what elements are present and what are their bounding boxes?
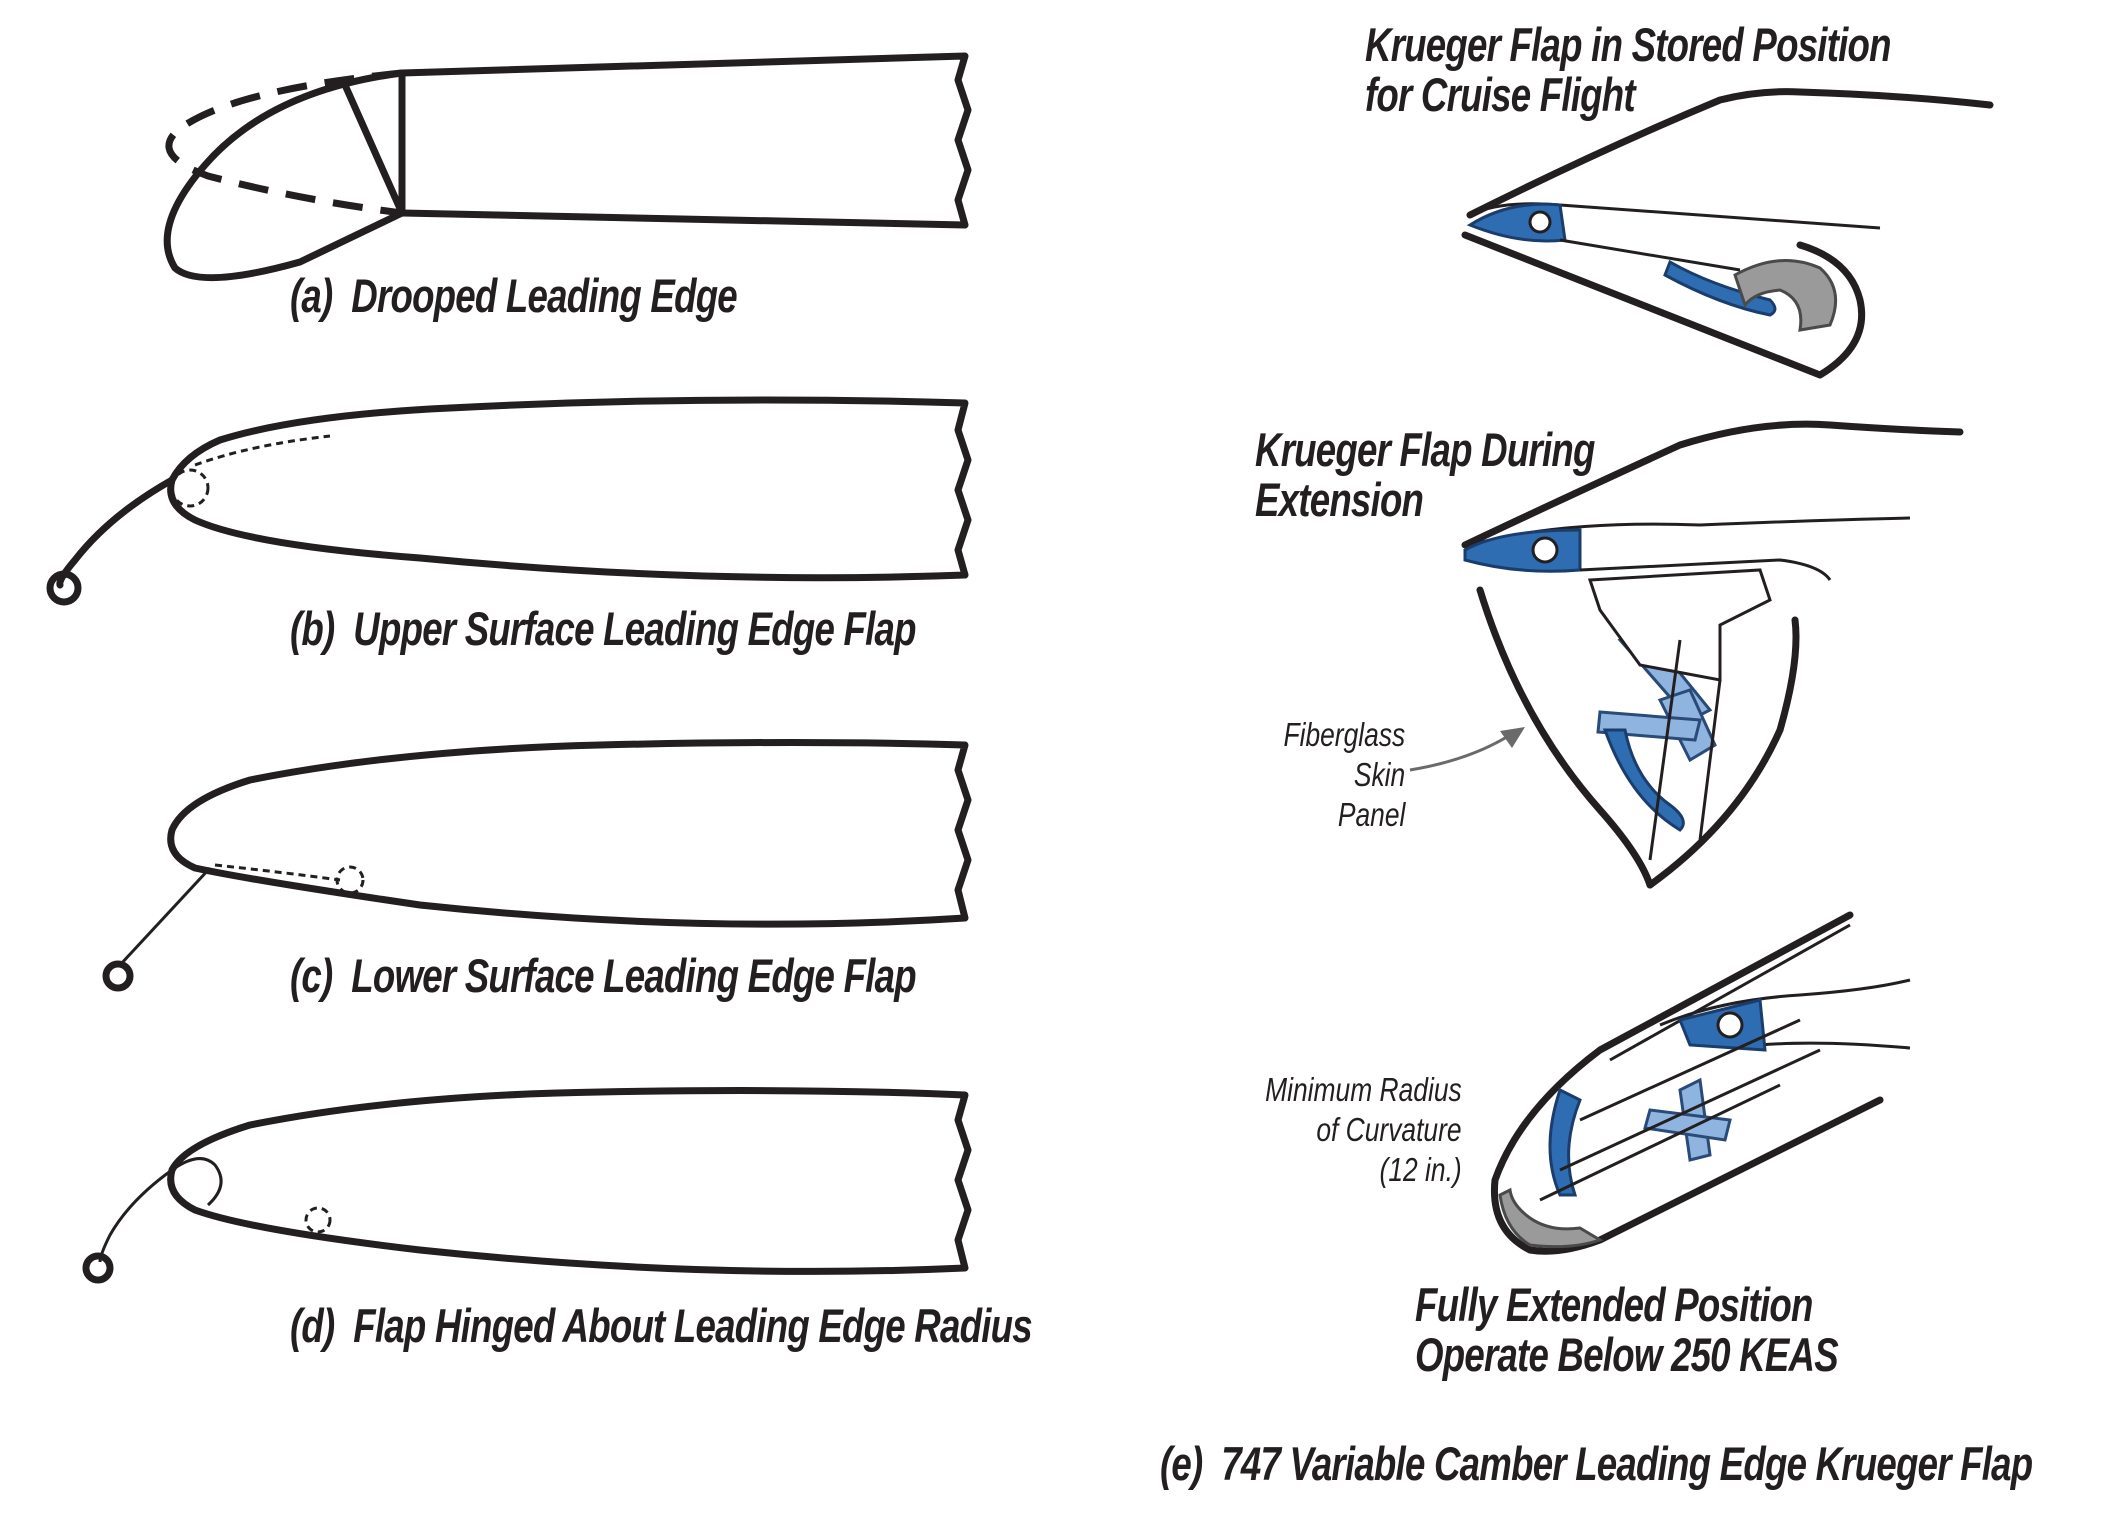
- krueger-full-rib-2: [1539, 1083, 1781, 1202]
- fiberglass-note-line-3: Panel: [1337, 796, 1405, 833]
- airfoil-b-upper-surface-flap: [46, 396, 972, 606]
- radius-note-line-1: Minimum Radius: [1265, 1071, 1462, 1108]
- caption-c: (c) Lower Surface Leading Edge Flap: [290, 949, 917, 1002]
- caption-e: (e) 747 Variable Camber Leading Edge Kru…: [1160, 1437, 2033, 1490]
- airfoil-a-body: [398, 52, 972, 229]
- airfoil-c-hinge-point: [335, 865, 365, 895]
- airfoil-b-body: [167, 396, 972, 582]
- caption-d: (d) Flap Hinged About Leading Edge Radiu…: [290, 1299, 1033, 1352]
- radius-note-line-3: (12 in.): [1379, 1151, 1462, 1188]
- krueger-extension-drawing: [1461, 420, 1964, 889]
- krueger-full-nose-tip: [1498, 1187, 1604, 1249]
- krueger-stored-rib: [1559, 238, 1741, 272]
- airfoil-a-drooped-leading-edge: [163, 52, 972, 282]
- krueger-extension-flap-panel: [1646, 616, 1800, 889]
- airfoil-d-body: [167, 1087, 972, 1275]
- krueger-full-bellcrank: [1548, 1087, 1582, 1197]
- krueger-stored-fitting-hole: [1528, 210, 1552, 234]
- krueger-stored-lower-skin: [1461, 231, 1866, 379]
- krueger-stored-folded-nose: [1733, 258, 1838, 332]
- krueger-full-outer-panel: [1490, 911, 1884, 1255]
- airfoil-c-flap-hinge: [102, 960, 134, 992]
- krueger-full-title-line-1: Fully Extended Position: [1415, 1278, 1813, 1331]
- fiberglass-pointer: [1409, 727, 1525, 772]
- krueger-full-rib-1: [1559, 1048, 1821, 1172]
- krueger-full-title-line-2: Operate Below 250 KEAS: [1415, 1328, 1839, 1381]
- krueger-full-rib-3: [1579, 1018, 1801, 1122]
- krueger-stored-drawing: [1461, 88, 1994, 379]
- airfoil-b-flap-hinge: [46, 570, 82, 606]
- airfoil-b-hinge-point: [170, 468, 210, 508]
- fiberglass-note-line-2: Skin: [1353, 756, 1405, 793]
- krueger-extension-bellcrank: [1602, 728, 1685, 832]
- krueger-extension-strut-2: [1648, 639, 1682, 861]
- airfoil-d-flap: [98, 1168, 173, 1263]
- krueger-extension-mechanism-frame: [1587, 568, 1772, 682]
- krueger-full-inner-line: [1609, 923, 1851, 1062]
- krueger-extension-upper-skin: [1461, 420, 1964, 549]
- krueger-full-lower-skin: [1759, 1041, 1911, 1050]
- caption-a: (a) Drooped Leading Edge: [290, 269, 738, 322]
- airfoil-a-original-nose: [165, 69, 403, 217]
- airfoil-c-stowed-flap: [214, 863, 341, 882]
- krueger-full-upper-skin: [1659, 978, 1911, 1027]
- krueger-extension-lower-skin: [1579, 558, 1832, 581]
- airfoil-c-flap: [118, 866, 212, 967]
- airfoil-a-drooped-nose: [163, 69, 406, 282]
- radius-note-line-2: of Curvature: [1316, 1111, 1462, 1148]
- airfoil-c-lower-surface-flap: [102, 739, 972, 992]
- airfoil-d-flap-hinge: [82, 1252, 114, 1284]
- airfoil-b-flap: [56, 476, 176, 589]
- fiberglass-note-line-1: Fiberglass: [1283, 716, 1405, 753]
- airfoil-d-radius-hinged-flap: [82, 1087, 972, 1284]
- krueger-extension-fitting-hole: [1531, 536, 1559, 564]
- krueger-extension-fiberglass-panel: [1476, 586, 1654, 889]
- airfoil-d-hinge-point: [304, 1206, 332, 1234]
- airfoil-c-body: [167, 739, 972, 928]
- krueger-stored-upper-skin: [1466, 88, 1994, 219]
- krueger-during-title-line-2: Extension: [1255, 473, 1424, 526]
- krueger-extension-strut: [1698, 679, 1722, 841]
- airfoil-a-droop-hinge-diagonal: [341, 81, 406, 217]
- airfoil-b-stowed-flap: [194, 434, 331, 467]
- krueger-full-drawing: [1490, 911, 1911, 1255]
- caption-b: (b) Upper Surface Leading Edge Flap: [290, 602, 917, 655]
- krueger-stored-title-line-2: for Cruise Flight: [1365, 68, 1636, 121]
- krueger-stored-slat: [1469, 202, 1881, 230]
- krueger-full-fitting-hole: [1716, 1011, 1744, 1039]
- krueger-during-title-line-1: Krueger Flap During: [1255, 423, 1595, 476]
- krueger-stored-title-line-1: Krueger Flap in Stored Position: [1365, 18, 1892, 71]
- airfoil-d-radius: [171, 1157, 223, 1207]
